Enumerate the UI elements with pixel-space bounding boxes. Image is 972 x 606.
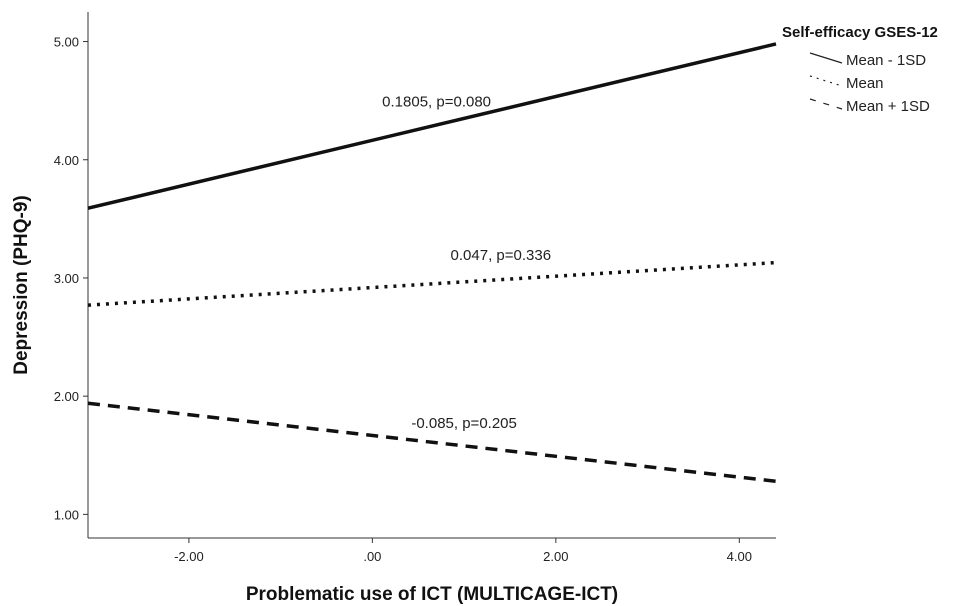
legend-label: Mean + 1SD: [846, 98, 930, 115]
x-tick-label: 2.00: [543, 549, 568, 564]
x-axis-title: Problematic use of ICT (MULTICAGE-ICT): [246, 584, 618, 605]
series-line-solid: [87, 42, 777, 210]
series-lines: [87, 42, 777, 484]
legend-swatch-dashed: [809, 98, 843, 110]
legend-label: Mean: [846, 75, 884, 92]
x-tick-label: 4.00: [727, 549, 752, 564]
legend-swatch-dotted: [809, 75, 843, 87]
y-tick-label: 1.00: [54, 507, 79, 522]
y-axis-ticks: 1.00 2.00 3.00 4.00 5.00: [54, 35, 88, 522]
y-axis-title: Depression (PHQ-9): [11, 195, 32, 374]
legend: Self-efficacy GSES-12 Mean - 1SDMeanMean…: [782, 24, 938, 115]
legend-title: Self-efficacy GSES-12: [782, 24, 938, 41]
x-axis-ticks: -2.00 .00 2.00 4.00: [174, 538, 752, 564]
legend-items: Mean - 1SD Mean Mean + 1SD: [809, 52, 930, 115]
legend-swatch-solid: [809, 52, 843, 64]
legend-label: Mean - 1SD: [846, 52, 926, 69]
series-line-dotted: [87, 260, 777, 307]
y-tick-label: 3.00: [54, 271, 79, 286]
slope-annotation: 0.047, p=0.336: [451, 247, 552, 264]
y-tick-label: 2.00: [54, 389, 79, 404]
series-line-dashed: [87, 401, 777, 484]
slope-annotation: 0.1805, p=0.080: [382, 94, 491, 111]
x-tick-label: -2.00: [174, 549, 204, 564]
y-tick-label: 4.00: [54, 153, 79, 168]
slope-annotation: -0.085, p=0.205: [411, 415, 517, 432]
x-tick-label: .00: [363, 549, 381, 564]
slope-annotations: 0.1805, p=0.080 0.047, p=0.336 -0.085, p=0…: [382, 94, 551, 433]
y-tick-label: 5.00: [54, 35, 79, 50]
